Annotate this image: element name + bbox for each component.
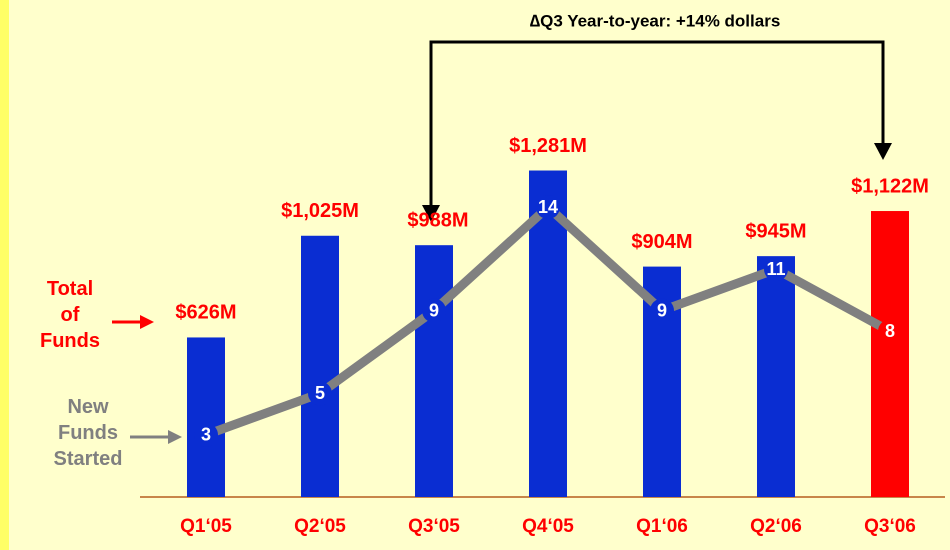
bar [187,337,225,497]
line-label: 3 [201,425,211,445]
x-tick-label: Q4‘05 [522,516,574,537]
line-label: 11 [766,259,785,279]
line-point-bg [308,381,332,406]
left-strip [0,0,9,550]
x-tick-label: Q3‘06 [864,516,916,537]
bracket [429,40,885,215]
x-tick-label: Q2‘05 [294,516,346,537]
line-label: 5 [315,383,325,403]
value-label: $626M [175,302,236,324]
line-label: 14 [538,197,558,217]
line-point-bg [878,319,902,344]
legend-arrow [168,430,182,444]
bar [871,211,909,497]
line-point-bg [422,298,446,323]
x-tick-label: Q2‘06 [750,516,802,537]
x-tick-label: Q1‘06 [636,516,688,537]
line-point-bg [650,298,674,323]
value-label: $904M [631,231,692,253]
bar [757,256,795,497]
line-point-bg [194,422,218,447]
value-label: $1,281M [509,135,587,157]
bar [529,170,567,498]
x-tick-label: Q1‘05 [180,516,232,537]
line-point-bg [764,257,788,282]
bar [301,235,339,497]
line-label: 8 [885,321,895,341]
line-label: 9 [429,300,439,320]
annotation: ∆Q3 Year-to-year: +14% dollars [530,11,781,30]
arrowhead [874,143,892,160]
legend-label: New Funds Started [54,396,123,470]
legend-arrow [140,315,154,329]
arrowhead [422,205,440,222]
value-label: $988M [407,209,468,231]
value-label: $1,025M [281,200,359,222]
value-label: $945M [745,220,806,242]
line-point-bg [536,195,560,220]
value-label: $1,122M [851,175,929,197]
bar [415,245,453,497]
legend-label: Total of Funds [40,278,100,352]
x-tick-label: Q3‘05 [408,516,460,537]
line-label: 9 [657,300,667,320]
